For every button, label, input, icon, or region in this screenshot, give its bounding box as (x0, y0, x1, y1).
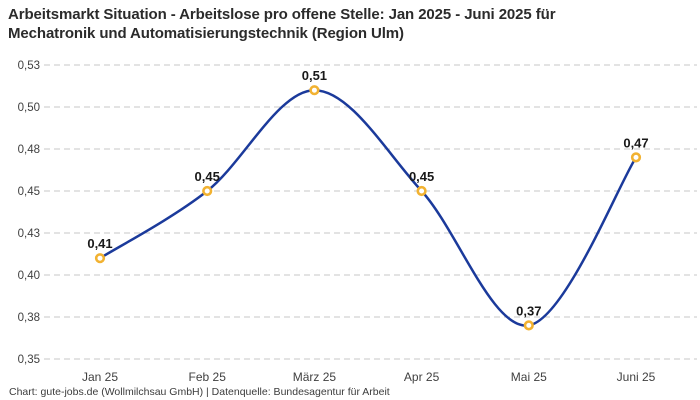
y-axis-tick-label: 0,43 (18, 228, 40, 240)
data-point-marker[interactable] (416, 185, 427, 197)
data-point-value-label: 0,41 (87, 236, 112, 251)
y-axis-tick-label: 0,50 (18, 102, 40, 114)
data-point-value-label: 0,45 (409, 169, 434, 184)
x-axis-tick-label: Jan 25 (82, 370, 118, 384)
x-axis-tick-label: Mai 25 (511, 370, 547, 384)
y-axis-tick-label: 0,40 (18, 270, 40, 282)
data-point-marker[interactable] (523, 320, 534, 331)
x-axis-tick-label: Feb 25 (189, 370, 227, 384)
data-point-marker[interactable] (309, 85, 320, 96)
data-point-value-label: 0,51 (302, 68, 327, 83)
chart-title-line2: Mechatronik und Automatisierungstechnik … (8, 25, 404, 43)
chart-title-line1: Arbeitsmarkt Situation - Arbeitslose pro… (8, 6, 556, 23)
attribution-text: Chart: gute-jobs.de (Wollmilchsau GmbH) … (9, 386, 390, 398)
data-point-value-label: 0,45 (195, 169, 220, 184)
x-axis-tick-label: März 25 (293, 370, 337, 384)
data-point-value-label: 0,47 (623, 135, 648, 150)
data-point-marker[interactable] (202, 185, 213, 197)
data-point-value-label: 0,37 (516, 303, 541, 318)
y-axis-tick-label: 0,38 (18, 312, 40, 324)
y-axis-tick-label: 0,53 (18, 60, 40, 72)
data-point-marker[interactable] (630, 152, 642, 163)
data-point-marker[interactable] (94, 253, 106, 264)
x-axis-tick-label: Juni 25 (617, 370, 656, 384)
x-axis-tick-label: Apr 25 (404, 370, 440, 384)
y-axis-tick-label: 0,45 (18, 186, 40, 198)
y-axis-tick-label: 0,48 (18, 144, 40, 156)
series-line (98, 88, 638, 327)
y-axis-tick-label: 0,35 (18, 354, 40, 366)
chart-title: Arbeitsmarkt Situation - Arbeitslose pro… (8, 5, 690, 43)
